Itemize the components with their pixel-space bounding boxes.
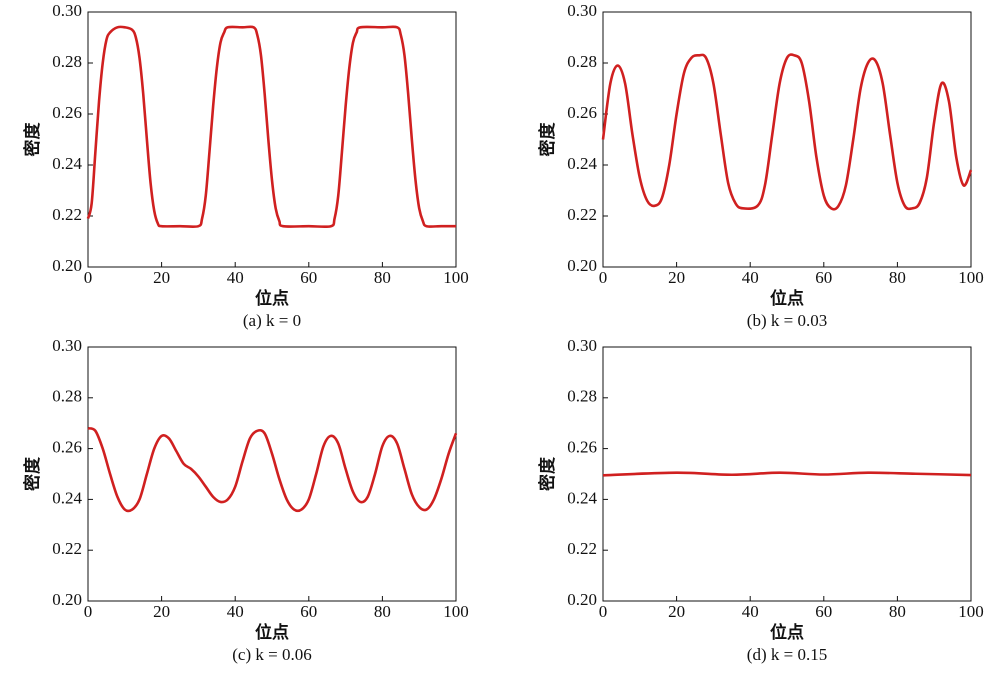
y-tick-label: 0.20	[567, 256, 597, 275]
x-tick-label: 20	[668, 268, 685, 287]
y-tick-label: 0.22	[567, 539, 597, 558]
density-line	[86, 25, 456, 229]
x-tick-label: 20	[668, 602, 685, 621]
y-tick-label: 0.22	[52, 205, 82, 224]
x-tick-label: 0	[599, 602, 608, 621]
y-tick-label: 0.20	[52, 590, 82, 609]
plot-frame	[602, 11, 972, 268]
x-tick-label: 80	[374, 268, 391, 287]
y-tick-label: 0.30	[52, 336, 82, 355]
x-tick-label: 20	[153, 602, 170, 621]
x-tick-label: 60	[815, 268, 832, 287]
caption: (d) k = 0.15	[747, 645, 827, 664]
x-tick-label: 60	[300, 268, 317, 287]
plot-frame	[87, 346, 457, 602]
y-tick-label: 0.22	[52, 539, 82, 558]
y-tick-label: 0.30	[52, 1, 82, 20]
y-axis-label: 密度	[22, 122, 43, 157]
y-tick-label: 0.28	[52, 387, 82, 406]
y-tick-label: 0.20	[52, 256, 82, 275]
plot-frame	[87, 11, 457, 268]
y-tick-label: 0.20	[567, 590, 597, 609]
y-tick-label: 0.28	[567, 387, 597, 406]
y-tick-label: 0.24	[567, 488, 597, 507]
x-tick-label: 0	[599, 268, 608, 287]
x-tick-label: 100	[958, 268, 984, 287]
x-tick-label: 80	[889, 602, 906, 621]
y-axis-label: 密度	[537, 122, 558, 157]
x-tick-label: 80	[374, 602, 391, 621]
y-tick-label: 0.26	[567, 438, 597, 457]
y-tick-label: 0.22	[567, 205, 597, 224]
x-tick-label: 80	[889, 268, 906, 287]
x-tick-label: 100	[443, 602, 469, 621]
density-line	[602, 471, 972, 477]
y-tick-label: 0.28	[567, 52, 597, 71]
caption: (b) k = 0.03	[747, 311, 827, 330]
y-tick-label: 0.24	[52, 154, 82, 173]
y-tick-label: 0.30	[567, 1, 597, 20]
x-tick-label: 60	[300, 602, 317, 621]
x-tick-label: 60	[815, 602, 832, 621]
x-axis-label: 位点	[255, 288, 289, 309]
x-tick-label: 100	[443, 268, 469, 287]
y-axis-label: 密度	[537, 456, 558, 491]
caption: (a) k = 0	[243, 311, 301, 330]
x-tick-label: 40	[227, 602, 244, 621]
y-tick-label: 0.26	[52, 438, 82, 457]
y-tick-label: 0.28	[52, 52, 82, 71]
y-axis-label: 密度	[22, 456, 43, 491]
x-axis-label: 位点	[255, 622, 289, 643]
x-tick-label: 100	[958, 602, 984, 621]
y-tick-label: 0.26	[52, 103, 82, 122]
density-line	[87, 426, 458, 513]
x-axis-label: 位点	[770, 288, 804, 309]
x-tick-label: 40	[742, 602, 759, 621]
y-tick-label: 0.24	[52, 488, 82, 507]
y-tick-label: 0.24	[567, 154, 597, 173]
x-tick-label: 40	[227, 268, 244, 287]
x-tick-label: 0	[84, 268, 93, 287]
x-axis-label: 位点	[770, 622, 804, 643]
y-tick-label: 0.30	[567, 336, 597, 355]
x-tick-label: 20	[153, 268, 170, 287]
x-tick-label: 0	[84, 602, 93, 621]
density-line	[601, 53, 973, 211]
x-tick-label: 40	[742, 268, 759, 287]
y-tick-label: 0.26	[567, 103, 597, 122]
caption: (c) k = 0.06	[232, 645, 311, 664]
